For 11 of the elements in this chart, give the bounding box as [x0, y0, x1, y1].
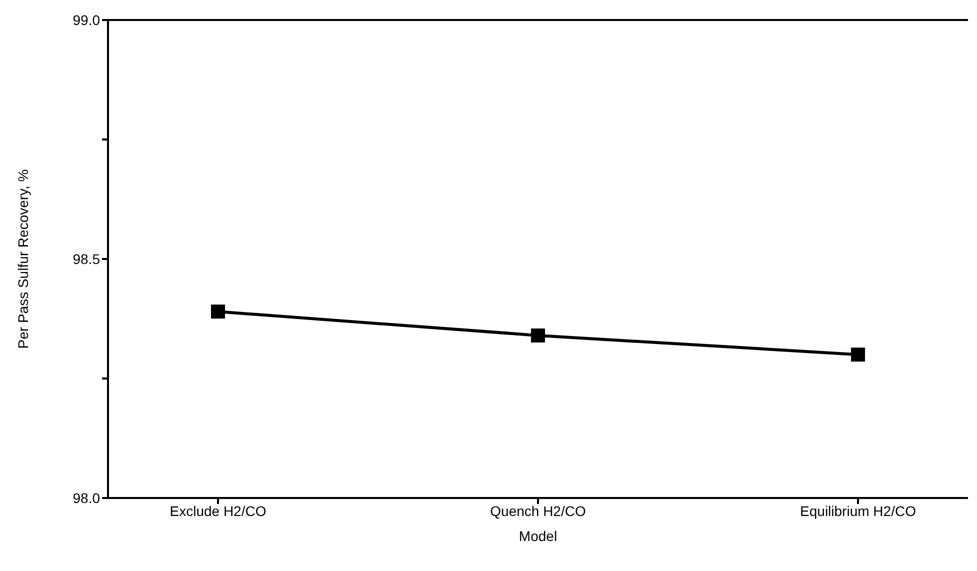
y-tick-label: 98.0 [72, 490, 100, 506]
x-tick-label: Quench H2/CO [490, 502, 586, 519]
y-tick-label: 98.5 [72, 250, 100, 267]
y-tick-label: 99.0 [72, 12, 100, 28]
x-tick-label: Exclude H2/CO [170, 502, 266, 519]
x-tick-label: Equilibrium H2/CO [800, 502, 916, 519]
y-axis-title: Per Pass Sulfur Recovery, % [14, 169, 31, 349]
x-axis-title: Model [518, 528, 558, 544]
point [851, 348, 865, 362]
point [531, 328, 545, 342]
point [211, 304, 225, 319]
